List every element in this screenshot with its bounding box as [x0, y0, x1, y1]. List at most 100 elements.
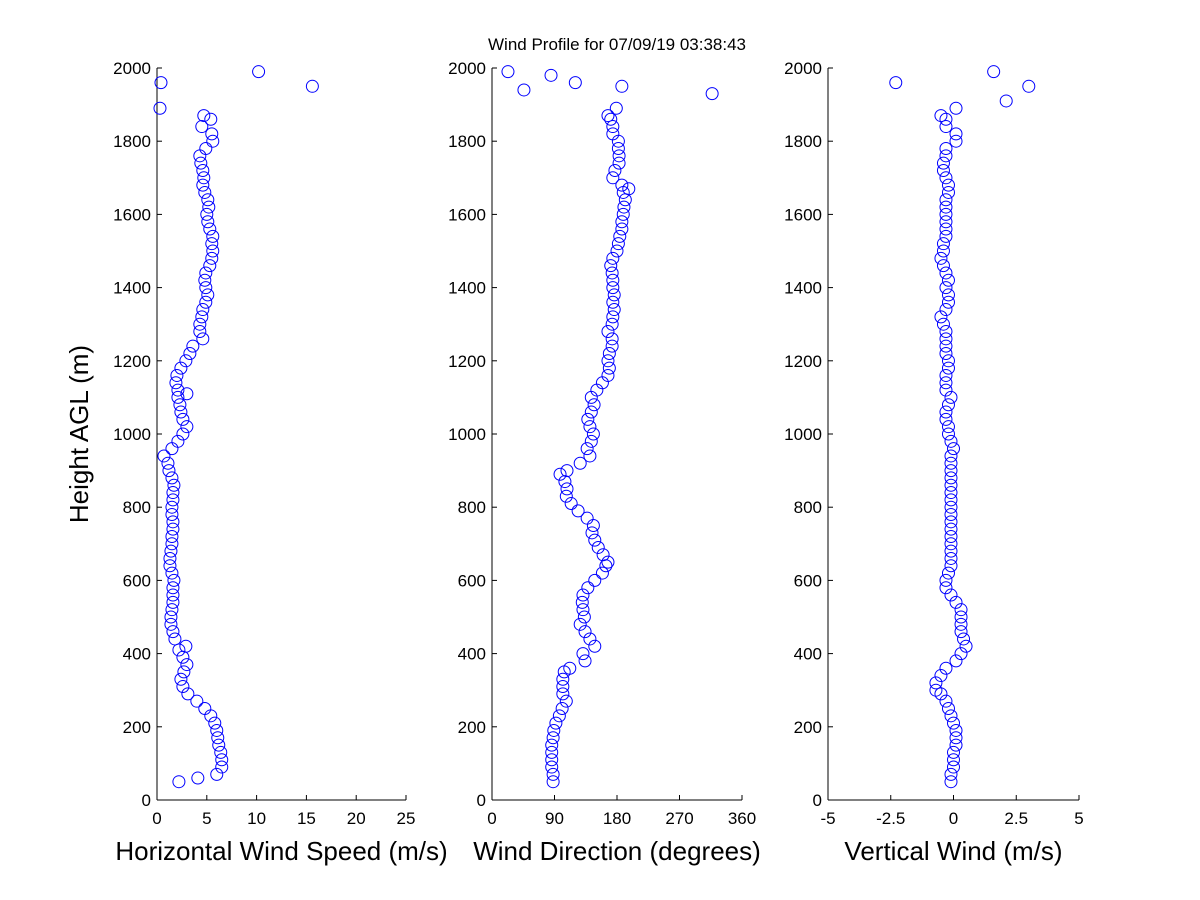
data-point: [552, 709, 566, 723]
data-point: [947, 753, 960, 767]
data-point: [177, 665, 191, 679]
y-tick-label: 600: [123, 571, 151, 590]
data-point: [605, 339, 619, 353]
data-point: [203, 259, 217, 273]
data-point: [944, 515, 958, 529]
data-point: [944, 493, 958, 507]
y-axis-label: Height AGL (m): [64, 345, 94, 523]
data-point: [252, 65, 266, 79]
y-tick-label: 1600: [448, 205, 486, 224]
data-point: [166, 595, 180, 609]
data-point: [611, 237, 625, 251]
data-point: [939, 120, 953, 134]
data-point: [162, 464, 176, 478]
data-point: [163, 551, 177, 565]
data-point: [939, 193, 953, 207]
data-point: [601, 325, 615, 339]
data-point: [944, 537, 958, 551]
data-point: [929, 683, 943, 697]
data-point: [934, 310, 948, 324]
y-tick-label: 1600: [113, 205, 151, 224]
data-point: [210, 723, 224, 737]
data-point: [939, 303, 953, 317]
data-point: [947, 760, 960, 774]
data-point: [947, 716, 960, 730]
data-point: [199, 142, 213, 156]
data-point: [583, 449, 597, 463]
data-point: [573, 617, 587, 631]
data-point: [166, 625, 180, 639]
data-point: [198, 702, 212, 715]
data-point: [545, 738, 559, 752]
data-point: [604, 112, 618, 126]
data-point: [939, 149, 953, 163]
data-point: [171, 390, 185, 404]
data-point: [196, 303, 210, 317]
y-tick-label: 400: [458, 645, 486, 664]
data-point: [186, 339, 200, 353]
data-point: [939, 325, 953, 339]
y-tick-label: 1200: [113, 352, 151, 371]
data-point: [606, 127, 620, 141]
data-point: [606, 171, 620, 185]
x-tick-label: 5: [1074, 809, 1083, 828]
data-point: [576, 647, 590, 661]
x-tick-label: 0: [949, 809, 958, 828]
y-tick-label: 800: [123, 498, 151, 517]
data-point: [949, 127, 963, 141]
data-point: [583, 420, 597, 434]
y-tick-label: 1000: [784, 425, 822, 444]
data-point: [944, 767, 958, 781]
data-point: [705, 87, 719, 101]
data-point: [176, 427, 190, 441]
data-point: [205, 127, 219, 141]
data-point: [936, 259, 950, 273]
data-point: [180, 420, 194, 434]
data-point: [545, 753, 559, 767]
data-point: [305, 79, 319, 93]
data-point: [199, 281, 213, 295]
y-tick-label: 1400: [113, 279, 151, 298]
data-point: [174, 361, 188, 375]
data-point: [595, 566, 609, 580]
y-tick-label: 1800: [113, 132, 151, 151]
data-point: [575, 595, 589, 609]
data-point: [615, 215, 629, 229]
data-point: [166, 588, 180, 602]
data-point: [501, 65, 515, 79]
data-point: [183, 346, 197, 360]
data-point: [198, 273, 212, 287]
data-point: [601, 354, 615, 368]
data-point: [549, 716, 563, 730]
data-point: [578, 625, 592, 639]
data-point: [165, 508, 179, 522]
data-point: [939, 581, 953, 595]
data-point: [210, 767, 224, 781]
x-tick-label: 2.5: [1004, 809, 1028, 828]
y-tick-label: 1400: [448, 279, 486, 298]
data-point: [169, 376, 183, 390]
x-tick-label: 0: [487, 809, 496, 828]
data-point: [939, 266, 953, 280]
data-point: [174, 672, 188, 686]
data-point: [165, 537, 179, 551]
data-point: [517, 83, 531, 97]
data-point: [939, 346, 953, 360]
data-point: [214, 745, 228, 759]
data-point: [212, 738, 226, 752]
data-point: [195, 310, 209, 324]
data-point: [934, 109, 948, 123]
y-tick-label: 0: [477, 791, 486, 810]
data-point: [944, 544, 958, 558]
data-point: [201, 288, 215, 302]
y-tick-label: 200: [794, 718, 822, 737]
data-point: [200, 207, 214, 221]
data-point: [196, 163, 210, 177]
chart-title: Wind Profile for 07/09/19 03:38:43: [488, 35, 746, 54]
data-point: [939, 368, 953, 382]
data-point: [608, 163, 622, 177]
data-point: [949, 731, 963, 745]
data-point: [544, 68, 558, 82]
x-tick-label: -2.5: [876, 809, 905, 828]
data-point: [954, 647, 968, 661]
